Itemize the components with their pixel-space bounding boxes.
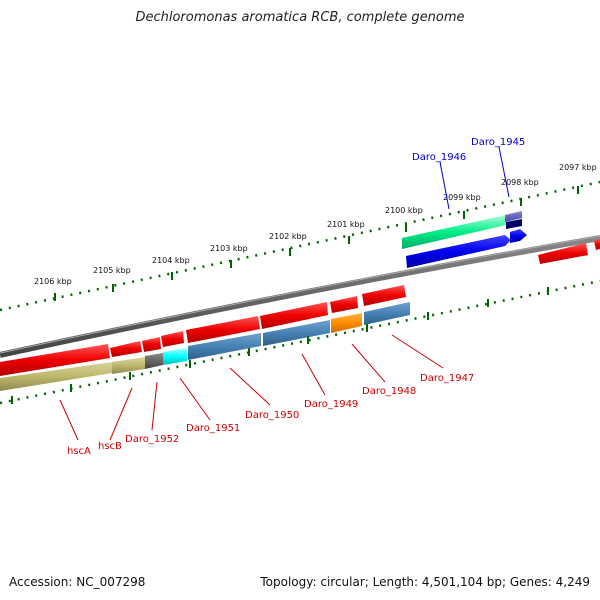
scale-label: 2099 kbp: [443, 193, 481, 202]
reverse-genes: [0, 239, 600, 376]
scale-label: 2097 kbp: [559, 163, 597, 172]
accession-text: Accession: NC_007298: [9, 575, 146, 589]
scale-label: 2105 kbp: [93, 266, 131, 275]
gene-arrow-reverse[interactable]: [330, 296, 358, 313]
scale-label: 2104 kbp: [152, 256, 190, 265]
scale-label: 2098 kbp: [501, 178, 539, 187]
gene-arrow-reverse[interactable]: [142, 337, 161, 352]
map-title: Dechloromonas aromatica RCB, complete ge…: [135, 10, 465, 25]
gene-label[interactable]: Daro_1945: [471, 137, 525, 148]
upper-label-leaders: [439, 146, 510, 210]
gene-arrow-reverse[interactable]: [186, 316, 260, 343]
feature-aqua[interactable]: [163, 348, 187, 365]
feature-khaki[interactable]: [0, 362, 112, 391]
scale-label: 2102 kbp: [269, 232, 307, 241]
scale-label: 2103 kbp: [210, 244, 248, 253]
feature-purple-forward[interactable]: [505, 211, 522, 222]
feature-gray[interactable]: [145, 353, 163, 369]
gene-arrow-forward[interactable]: [510, 229, 527, 243]
gene-label[interactable]: Daro_1947: [420, 373, 474, 384]
gene-label[interactable]: Daro_1950: [245, 410, 299, 421]
gene-arrow-reverse[interactable]: [594, 239, 600, 250]
gene-label[interactable]: Daro_1949: [304, 399, 358, 410]
scale-label: 2100 kbp: [385, 206, 423, 215]
lower-label-leaders: [59, 334, 444, 441]
gene-label[interactable]: Daro_1952: [125, 434, 179, 445]
gene-arrow-reverse[interactable]: [260, 302, 328, 329]
feature-steel[interactable]: [263, 320, 330, 346]
gene-label[interactable]: hscB: [98, 441, 122, 452]
feature-khaki[interactable]: [112, 357, 145, 374]
gene-arrow-reverse[interactable]: [0, 344, 110, 376]
gene-arrow-forward[interactable]: [406, 235, 511, 268]
genome-summary-text: Topology: circular; Length: 4,501,104 bp…: [260, 575, 590, 589]
gene-label[interactable]: hscA: [67, 446, 91, 457]
gene-arrow-reverse[interactable]: [538, 243, 588, 264]
scale-label: 2101 kbp: [327, 220, 365, 229]
gene-label[interactable]: Daro_1948: [362, 386, 416, 397]
gene-arrow-reverse[interactable]: [110, 341, 142, 357]
feature-navy-forward[interactable]: [506, 219, 522, 229]
feature-steel[interactable]: [364, 302, 410, 325]
gene-arrow-reverse[interactable]: [362, 285, 406, 306]
feature-green-forward[interactable]: [402, 215, 506, 249]
feature-orange[interactable]: [331, 313, 362, 333]
scale-label: 2106 kbp: [34, 277, 72, 286]
genome-backbone: [0, 235, 600, 358]
forward-features: [402, 211, 527, 268]
upper-scale-ruler: 2106 kbp 2105 kbp 2104 kbp 2103 kbp 2102…: [0, 163, 600, 312]
gene-label[interactable]: Daro_1946: [412, 152, 466, 163]
reverse-features: [0, 302, 410, 391]
gene-label[interactable]: Daro_1951: [186, 423, 240, 434]
gene-arrow-reverse[interactable]: [161, 331, 184, 347]
lower-scale-ruler: [0, 279, 600, 405]
feature-steel[interactable]: [188, 333, 261, 360]
